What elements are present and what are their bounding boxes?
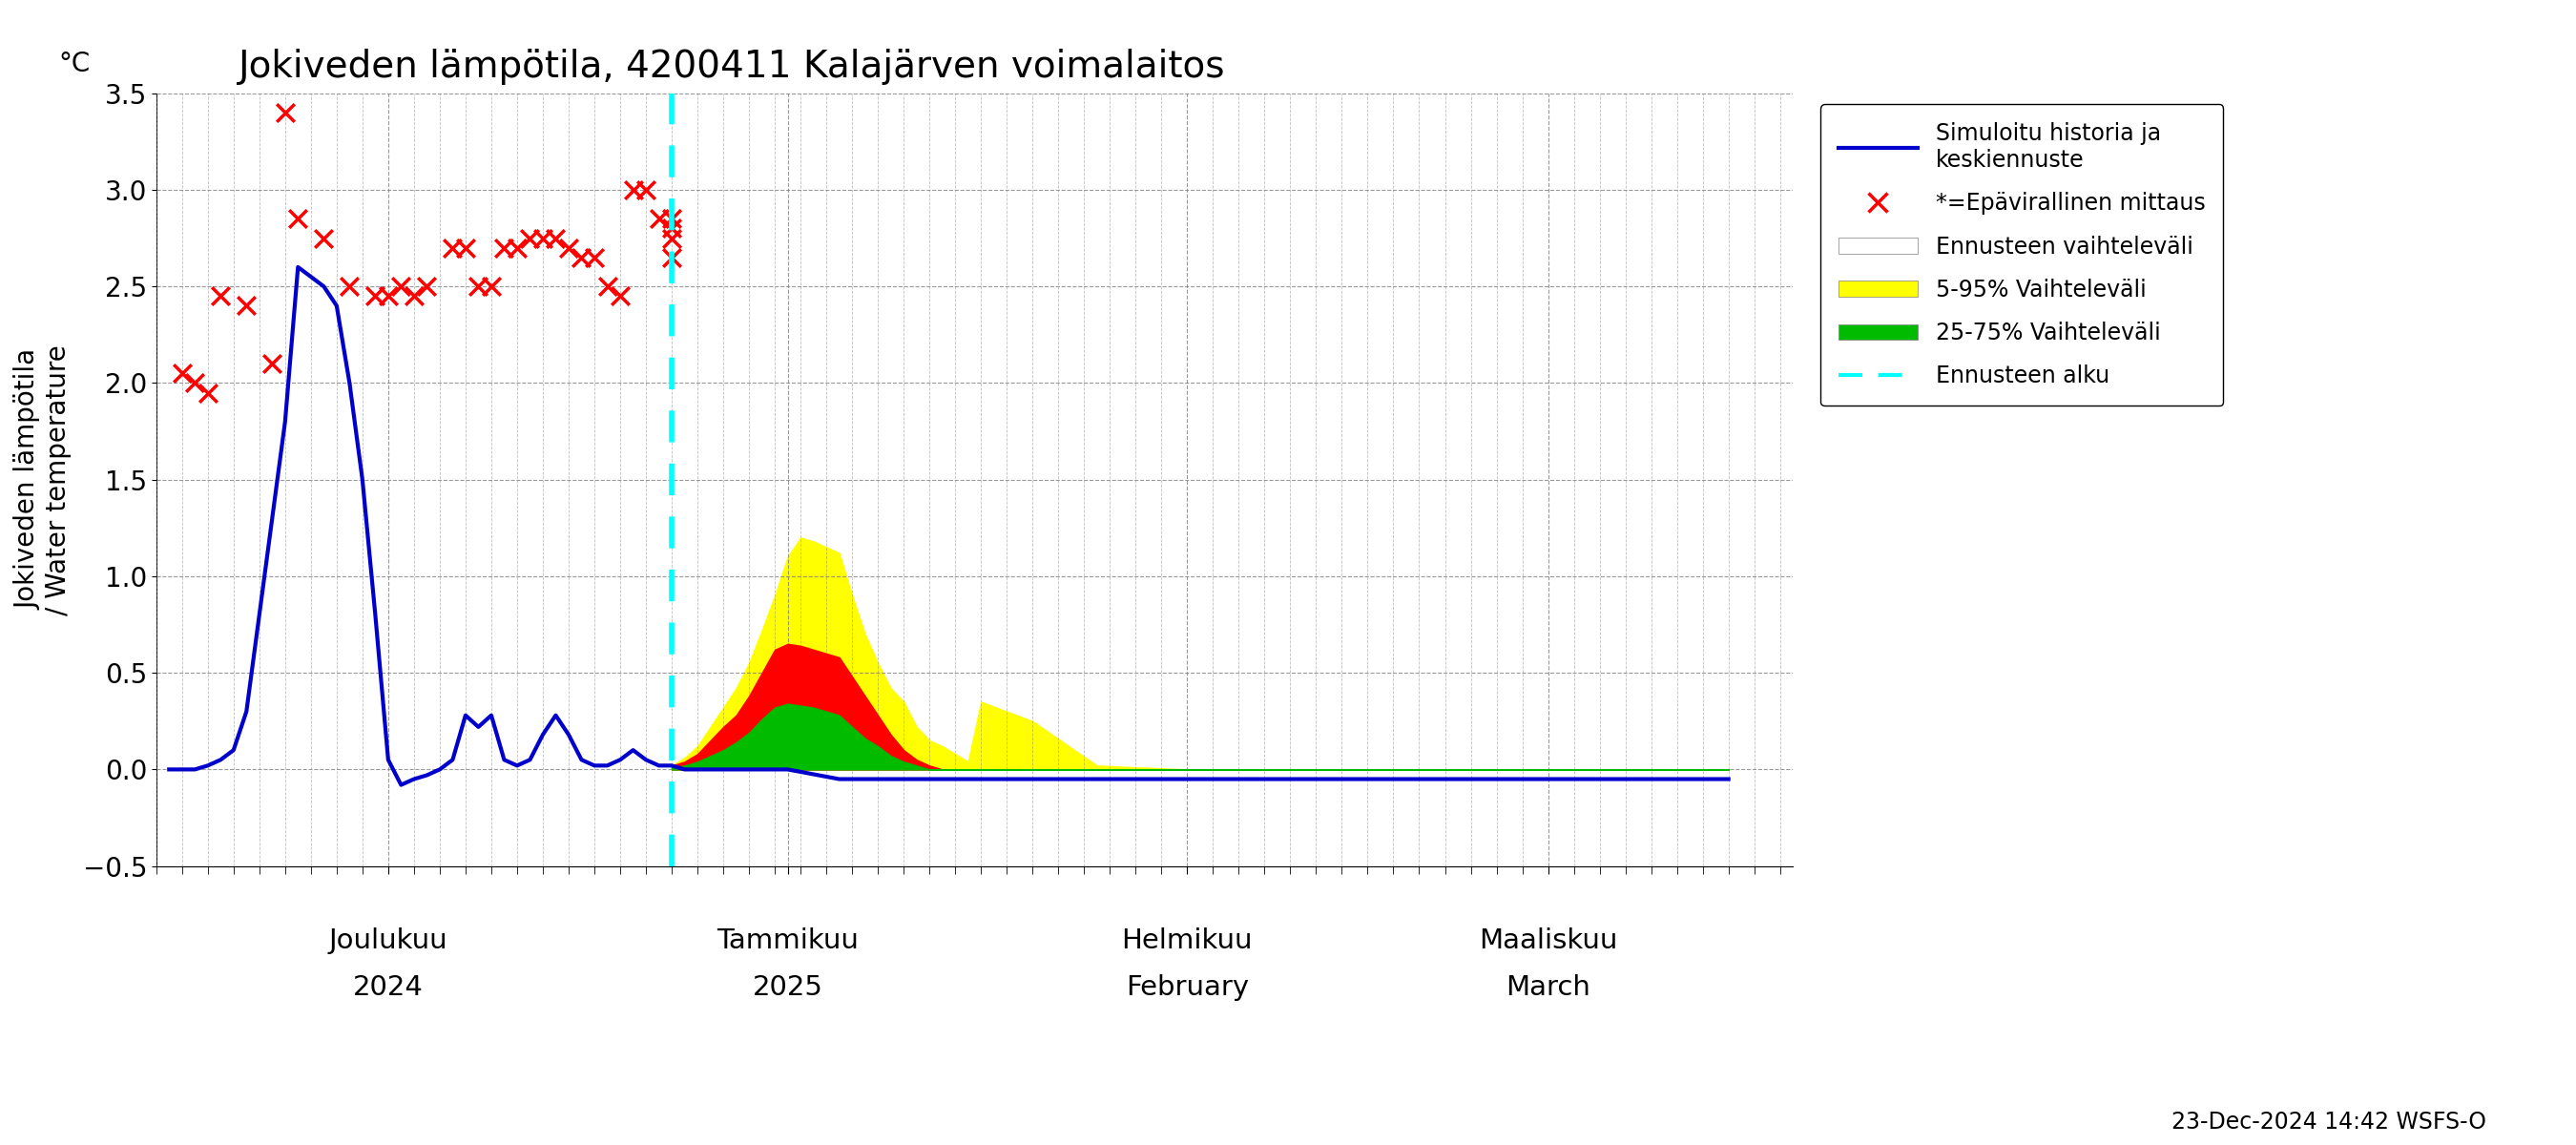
Legend: Simuloitu historia ja
keskiennuste, *=Epävirallinen mittaus, Ennusteen vaihtelev: Simuloitu historia ja keskiennuste, *=Ep… <box>1821 104 2223 405</box>
Point <box>523 229 564 247</box>
Point <box>188 384 229 402</box>
Point <box>252 355 294 373</box>
Point <box>497 238 538 256</box>
Point <box>433 238 474 256</box>
Point <box>330 277 371 295</box>
Text: Tammikuu: Tammikuu <box>716 927 858 955</box>
Point <box>626 181 667 199</box>
Text: Joulukuu: Joulukuu <box>330 927 448 955</box>
Point <box>304 229 345 247</box>
Point <box>265 103 307 121</box>
Point <box>446 238 487 256</box>
Point <box>407 277 448 295</box>
Text: Jokiveden lämpötila, 4200411 Kalajärven voimalaitos: Jokiveden lämpötila, 4200411 Kalajärven … <box>237 48 1226 85</box>
Point <box>278 210 319 228</box>
Point <box>652 248 693 267</box>
Text: 2024: 2024 <box>353 974 422 1001</box>
Point <box>587 277 629 295</box>
Text: 2025: 2025 <box>752 974 822 1001</box>
Point <box>355 287 397 306</box>
Point <box>162 364 204 382</box>
Point <box>652 220 693 238</box>
Y-axis label: Jokiveden lämpötila
/ Water temperature: Jokiveden lämpötila / Water temperature <box>15 345 72 615</box>
Point <box>394 287 435 306</box>
Point <box>484 238 526 256</box>
Point <box>652 229 693 247</box>
Point <box>381 277 422 295</box>
Point <box>652 210 693 228</box>
Point <box>574 248 616 267</box>
Point <box>549 238 590 256</box>
Point <box>510 229 551 247</box>
Point <box>613 181 654 199</box>
Point <box>639 210 680 228</box>
Text: Helmikuu: Helmikuu <box>1121 927 1252 955</box>
Point <box>471 277 513 295</box>
Point <box>368 287 410 306</box>
Text: Maaliskuu: Maaliskuu <box>1479 927 1618 955</box>
Point <box>175 374 216 393</box>
Point <box>227 297 268 315</box>
Point <box>201 287 242 306</box>
Text: March: March <box>1504 974 1589 1001</box>
Text: February: February <box>1126 974 1249 1001</box>
Point <box>562 248 603 267</box>
Point <box>536 229 577 247</box>
Text: °C: °C <box>59 52 90 78</box>
Point <box>600 287 641 306</box>
Point <box>459 277 500 295</box>
Text: 23-Dec-2024 14:42 WSFS-O: 23-Dec-2024 14:42 WSFS-O <box>2172 1111 2486 1134</box>
